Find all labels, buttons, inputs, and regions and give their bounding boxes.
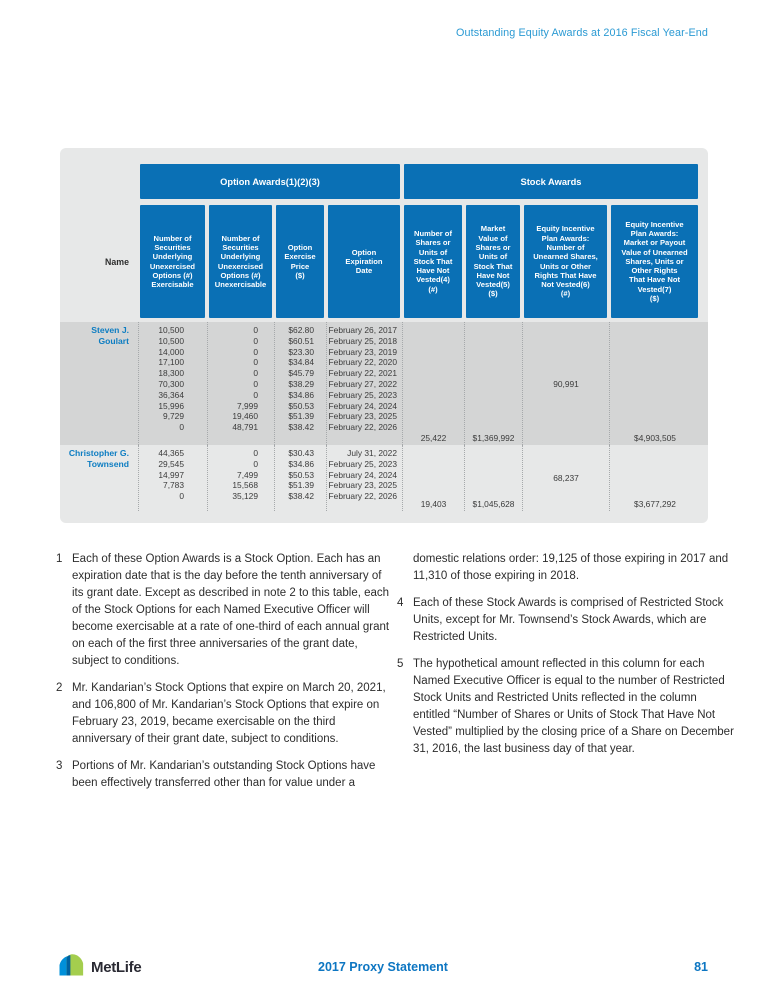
col-header-eip-market-payout-value: Equity Incentive Plan Awards: Market or … — [611, 205, 698, 318]
footnote-number — [397, 551, 413, 585]
table-row-townsend: Christopher G. Townsend 44,365 29,545 14… — [60, 445, 708, 511]
footnote-text: Each of these Option Awards is a Stock O… — [72, 553, 390, 667]
metlife-brand: MetLife — [58, 953, 142, 982]
eip-unearned-units-cell: 90,991 — [522, 322, 609, 445]
table-row-goulart: Steven J. Goulart 10,500 10,500 14,000 1… — [60, 322, 708, 445]
col-header-units-not-vested: Number of Shares or Units of Stock That … — [404, 205, 462, 318]
expiration-date-cell: February 26, 2017 February 25, 2018 Febr… — [326, 322, 402, 445]
footnote-3: 3 Portions of Mr. Kandarian’s outstandin… — [56, 758, 390, 792]
col-header-exercisable: Number of Securities Underlying Unexerci… — [140, 205, 205, 318]
footer-page-number: 81 — [694, 960, 708, 974]
brand-wordmark: MetLife — [91, 958, 142, 976]
metlife-logo-icon — [58, 953, 85, 982]
footnote-text: Mr. Kandarian’s Stock Options that expir… — [72, 682, 386, 745]
footnote-number: 1 — [56, 553, 63, 565]
eip-market-payout-cell: $4,903,505 — [609, 322, 700, 445]
market-value-cell: $1,369,992 — [464, 322, 522, 445]
page-footer: MetLife 2017 Proxy Statement 81 — [58, 950, 708, 984]
footnote-text: domestic relations order: 19,125 of thos… — [413, 553, 729, 582]
equity-awards-table: Option Awards(1)(2)(3) Stock Awards Name… — [60, 148, 708, 523]
footnote-number: 3 — [56, 760, 63, 772]
footnote-number: 2 — [56, 682, 63, 694]
footnote-1: 1 Each of these Option Awards is a Stock… — [56, 551, 390, 670]
eip-unearned-units-cell: 68,237 — [522, 445, 609, 511]
exercisable-cell: 44,365 29,545 14,997 7,783 0 — [138, 445, 207, 511]
group-header-spacer — [60, 164, 138, 199]
footnote-text: The hypothetical amount reflected in thi… — [413, 658, 734, 755]
footnote-2: 2 Mr. Kandarian’s Stock Options that exp… — [56, 680, 390, 748]
market-value-cell: $1,045,628 — [464, 445, 522, 511]
eip-market-payout-cell: $3,677,292 — [609, 445, 700, 511]
unexercisable-cell: 0 0 0 0 0 0 0 7,999 19,460 48,791 — [207, 322, 274, 445]
group-header-option-awards: Option Awards(1)(2)(3) — [140, 164, 400, 199]
expiration-date-cell: July 31, 2022 February 25, 2023 February… — [326, 445, 402, 511]
page-title: Outstanding Equity Awards at 2016 Fiscal… — [456, 27, 708, 39]
footnote-3-continued: domestic relations order: 19,125 of thos… — [397, 551, 737, 585]
units-not-vested-cell: 25,422 — [402, 322, 464, 445]
footnote-text: Portions of Mr. Kandarian’s outstanding … — [72, 760, 376, 789]
table-column-header-row: Name Number of Securities Underlying Une… — [60, 205, 708, 318]
footnote-text: Each of these Stock Awards is comprised … — [413, 597, 724, 643]
col-header-unexercisable: Number of Securities Underlying Unexerci… — [209, 205, 272, 318]
col-header-exercise-price: Option Exercise Price ($) — [276, 205, 324, 318]
executive-name: Christopher G. Townsend — [68, 448, 129, 469]
col-header-eip-unearned-units: Equity Incentive Plan Awards: Number of … — [524, 205, 607, 318]
footnote-number: 4 — [397, 597, 404, 609]
units-not-vested-cell: 19,403 — [402, 445, 464, 511]
exercisable-cell: 10,500 10,500 14,000 17,100 18,300 70,30… — [138, 322, 207, 445]
footnote-number: 5 — [397, 658, 404, 670]
executive-name: Steven J. Goulart — [91, 325, 129, 346]
exercise-price-cell: $30.43 $34.86 $50.53 $51.39 $38.42 — [274, 445, 326, 511]
group-header-stock-awards: Stock Awards — [404, 164, 698, 199]
footer-document-title: 2017 Proxy Statement — [318, 960, 448, 974]
exercise-price-cell: $62.80 $60.51 $23.30 $34.84 $45.79 $38.2… — [274, 322, 326, 445]
col-header-expiration-date: Option Expiration Date — [328, 205, 400, 318]
col-header-name: Name — [105, 256, 129, 267]
col-header-market-value-not-vested: Market Value of Shares or Units of Stock… — [466, 205, 520, 318]
unexercisable-cell: 0 0 7,499 15,568 35,129 — [207, 445, 274, 511]
table-group-header-row: Option Awards(1)(2)(3) Stock Awards — [60, 164, 708, 199]
footnotes-left-column: 1 Each of these Option Awards is a Stock… — [56, 551, 390, 802]
footnote-5: 5 The hypothetical amount reflected in t… — [397, 656, 737, 758]
footnote-4: 4 Each of these Stock Awards is comprise… — [397, 595, 737, 646]
footnotes-right-column: domestic relations order: 19,125 of thos… — [397, 551, 737, 768]
